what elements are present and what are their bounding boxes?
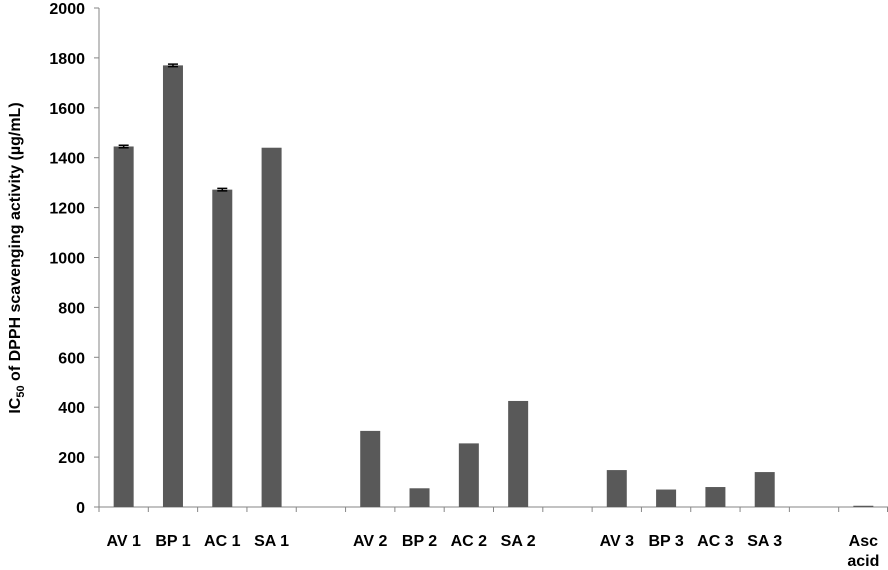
y-label-rest: of DPPH scavenging activity (µg/mL): [7, 102, 24, 385]
y-tick-label: 1200: [49, 201, 85, 218]
x-tick-label: AC 1: [204, 533, 241, 550]
y-label-main: IC: [7, 397, 24, 413]
bar: [656, 489, 677, 507]
error-bar: [167, 63, 178, 68]
x-tick-label: SA 2: [501, 533, 536, 550]
x-tick-label: AC 2: [451, 533, 488, 550]
x-tick-label: AV 2: [353, 533, 387, 550]
x-tick-label: Asc acid: [847, 533, 879, 570]
x-tick-label-line: Asc: [849, 533, 878, 550]
error-bar: [118, 144, 129, 149]
y-tick-label: 600: [58, 350, 85, 367]
y-tick-label: 0: [76, 500, 85, 517]
y-tick-label: 1400: [49, 151, 85, 168]
y-tick-label: 200: [58, 450, 85, 467]
bar: [754, 472, 775, 507]
bar: [212, 189, 233, 508]
y-tick-label: 400: [58, 400, 85, 417]
bar: [853, 505, 874, 507]
y-tick-label: 1000: [49, 251, 85, 268]
x-tick-label: AV 1: [106, 533, 140, 550]
x-tick-label: SA 1: [254, 533, 289, 550]
x-tick-label: SA 3: [747, 533, 782, 550]
bar: [458, 443, 479, 507]
bar: [261, 147, 282, 507]
y-axis-label: IC50 of DPPH scavenging activity (µg/mL): [7, 102, 27, 413]
y-label-sub: 50: [15, 385, 27, 397]
x-tick-label: BP 1: [155, 533, 190, 550]
x-tick-label: BP 3: [648, 533, 683, 550]
bar: [409, 488, 430, 507]
y-tick-label: 1800: [49, 51, 85, 68]
y-tick-label: 1600: [49, 101, 85, 118]
y-tick-label: 800: [58, 300, 85, 317]
x-tick-label-line: acid: [847, 553, 879, 570]
bar: [360, 430, 381, 507]
error-bar: [217, 187, 228, 192]
x-tick-label: AV 3: [600, 533, 634, 550]
x-tick-label: AC 3: [697, 533, 734, 550]
bar: [162, 65, 183, 507]
bar: [606, 470, 627, 507]
bar: [113, 146, 134, 507]
x-tick-label: BP 2: [402, 533, 437, 550]
bar: [705, 487, 726, 507]
bar: [508, 400, 529, 507]
y-tick-label: 2000: [49, 1, 85, 18]
